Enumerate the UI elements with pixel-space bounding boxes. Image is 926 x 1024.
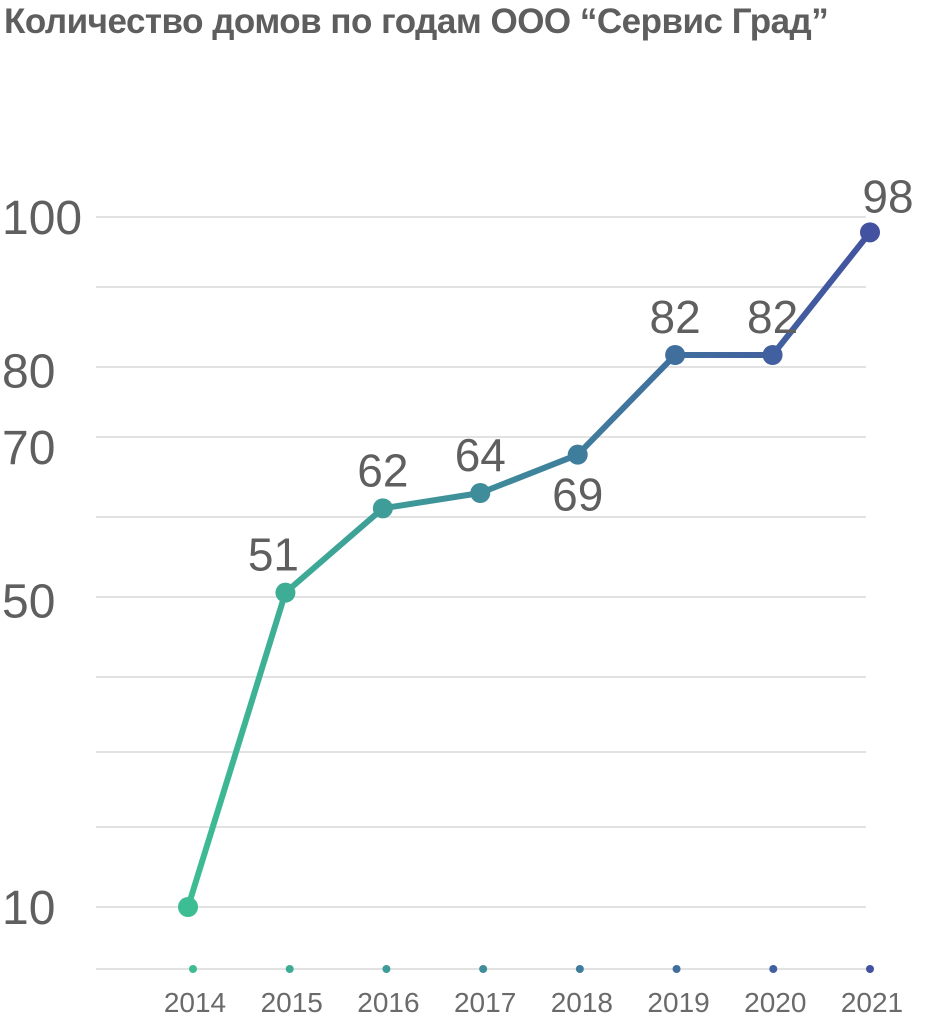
data-point [178,897,198,917]
data-label: 62 [357,444,408,496]
x-axis-marker [189,965,197,973]
x-tick-label: 2020 [744,987,806,1018]
x-axis-marker [382,965,391,973]
data-point [665,345,686,365]
x-tick-label: 2016 [357,987,419,1018]
x-axis-ticks: 2014 2015 2016 2017 2018 2019 2020 2021 [164,987,903,1018]
y-axis-ticks: 10 50 70 80 100 [2,192,82,935]
chart-title: Количество домов по годам ООО “Сервис Гр… [4,2,829,41]
y-tick-label: 80 [2,345,55,398]
x-axis-markers [189,965,874,973]
x-tick-label: 2018 [551,987,613,1018]
y-tick-label: 50 [2,575,55,628]
x-axis-marker [866,965,874,973]
data-point [275,582,296,603]
data-point [567,444,588,465]
data-label: 82 [650,291,701,343]
data-point [372,498,393,519]
data-labels: 51 62 64 69 82 82 98 [248,170,914,580]
data-label: 98 [862,170,913,222]
data-points [178,222,880,917]
y-tick-label: 10 [2,882,55,935]
data-point [860,222,880,243]
x-axis-marker [769,965,778,973]
data-label: 64 [455,429,506,481]
data-label: 51 [248,529,299,581]
data-point [762,345,783,365]
x-tick-label: 2019 [647,987,709,1018]
data-point [470,483,491,503]
data-label: 82 [747,291,798,343]
x-tick-label: 2015 [261,987,323,1018]
y-tick-label: 100 [2,192,82,245]
x-tick-label: 2014 [164,987,226,1018]
data-label: 69 [552,469,603,521]
x-tick-label: 2021 [841,987,903,1018]
x-axis-marker [672,965,681,973]
x-axis-marker [575,965,584,973]
series-line-path [185,229,873,910]
x-axis-marker [285,965,294,973]
y-tick-label: 70 [2,422,55,475]
series-line [185,229,873,910]
x-tick-label: 2017 [454,987,516,1018]
x-axis-marker [479,965,488,973]
